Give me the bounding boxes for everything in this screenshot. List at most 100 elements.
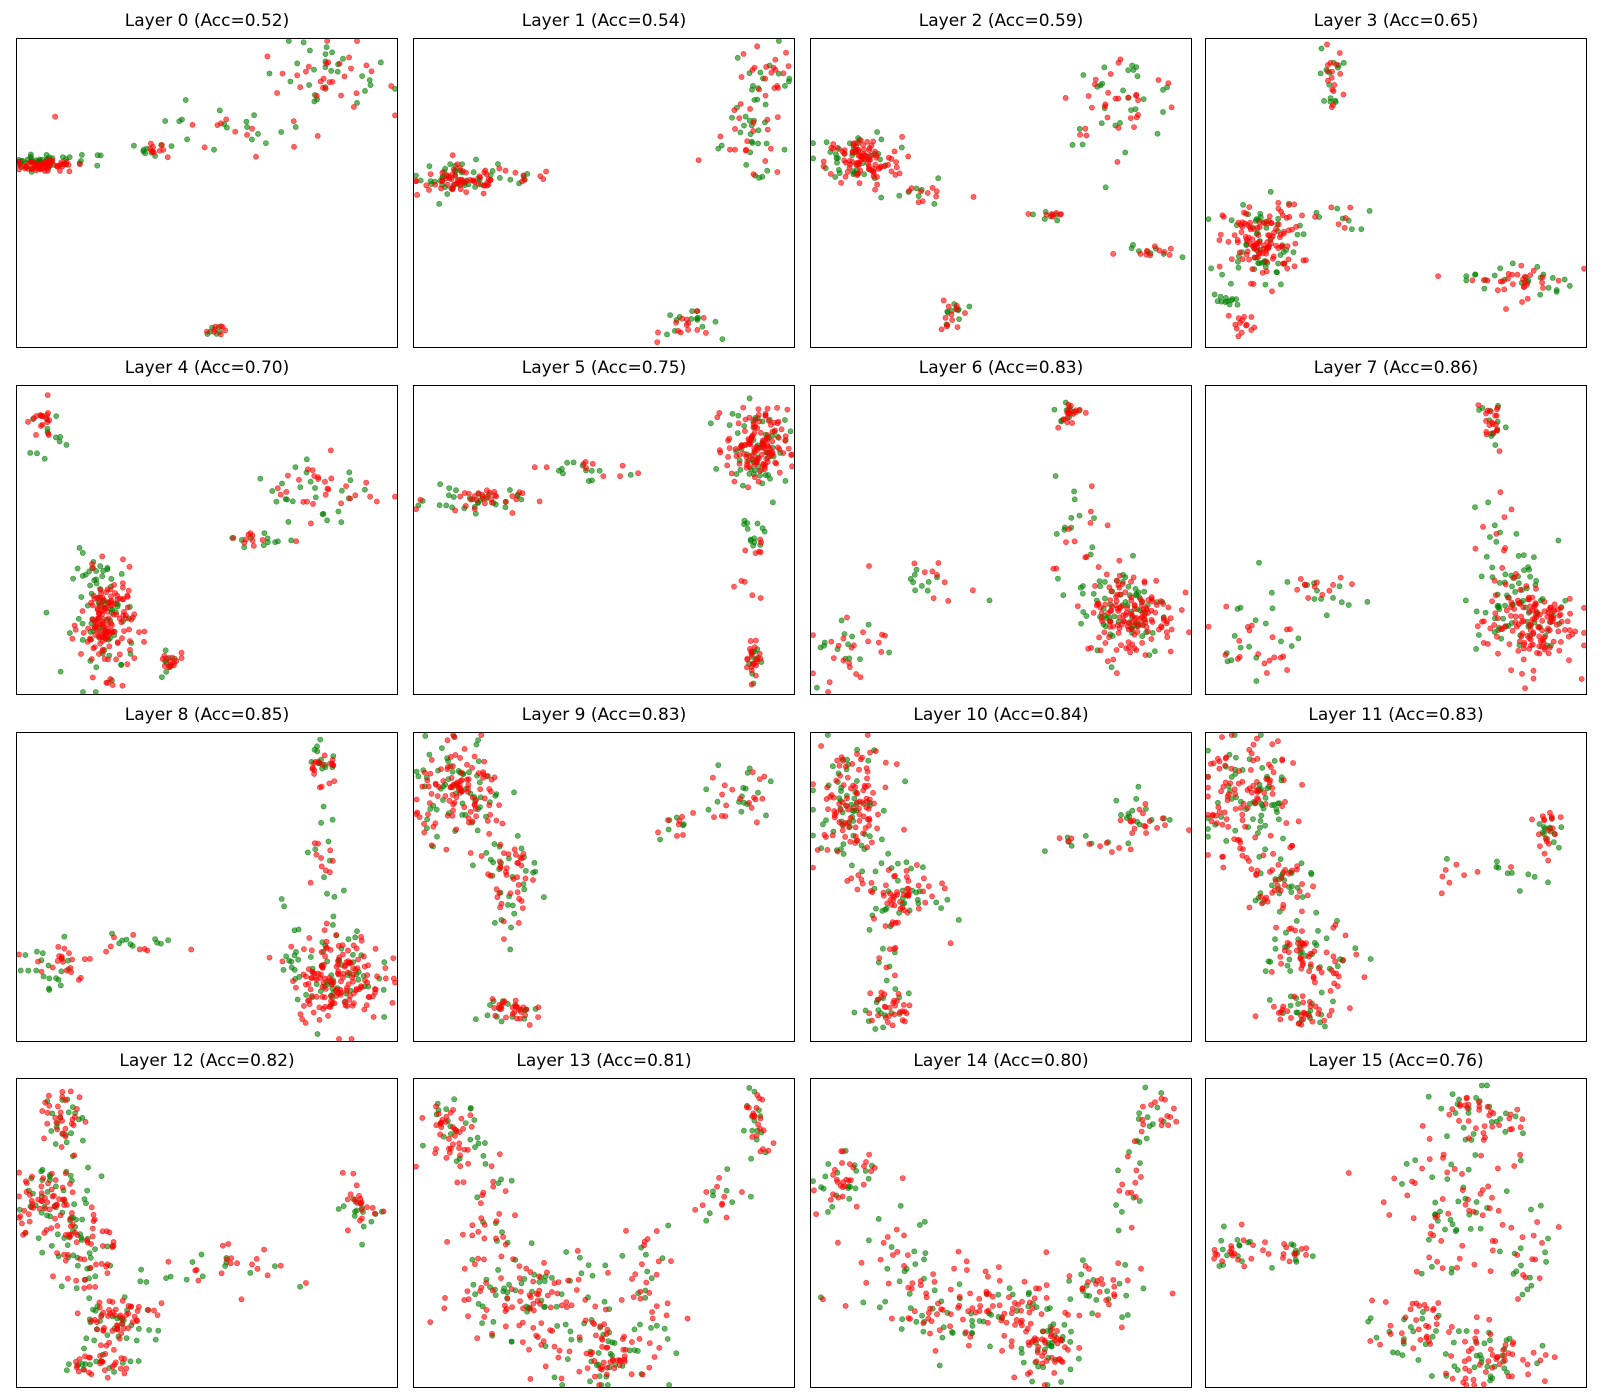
- data-point: [1062, 1344, 1068, 1351]
- data-point: [336, 1036, 342, 1042]
- data-point: [1561, 276, 1568, 283]
- data-point: [1519, 618, 1525, 625]
- data-point: [1528, 621, 1534, 628]
- data-point: [1125, 583, 1132, 590]
- data-point: [133, 1337, 140, 1344]
- data-point: [313, 851, 320, 858]
- data-point: [1438, 890, 1445, 897]
- data-point: [735, 412, 742, 419]
- data-point: [714, 1183, 720, 1190]
- data-point: [89, 1225, 96, 1232]
- data-point: [947, 1323, 953, 1330]
- data-point: [1006, 1294, 1012, 1301]
- data-point: [183, 1276, 190, 1283]
- data-point: [347, 1191, 354, 1198]
- data-point: [195, 1277, 202, 1284]
- data-point: [516, 1275, 523, 1281]
- data-point: [555, 1354, 562, 1361]
- data-point: [878, 860, 885, 867]
- data-point: [1295, 1020, 1302, 1027]
- data-point: [1473, 645, 1479, 652]
- data-point: [748, 681, 755, 688]
- data-point: [1539, 637, 1546, 644]
- data-point: [449, 812, 456, 819]
- data-point: [839, 827, 846, 834]
- data-point: [189, 1259, 196, 1265]
- data-point: [919, 1312, 925, 1319]
- data-point: [818, 743, 824, 749]
- data-point: [118, 1365, 124, 1372]
- data-point: [573, 1287, 580, 1293]
- layer-panel: Layer 12 (Acc=0.82): [16, 1048, 398, 1388]
- data-point: [135, 1358, 142, 1364]
- data-point: [1239, 817, 1246, 824]
- data-point: [738, 74, 745, 80]
- data-point: [155, 1327, 162, 1334]
- data-point: [732, 446, 739, 452]
- data-point: [737, 101, 744, 107]
- data-point: [827, 1196, 834, 1203]
- data-point: [88, 1241, 94, 1247]
- data-point: [140, 146, 147, 153]
- data-point: [345, 936, 352, 943]
- data-point: [1232, 827, 1239, 834]
- data-point: [865, 621, 872, 628]
- data-point: [1009, 1305, 1016, 1312]
- data-point: [1227, 280, 1234, 287]
- data-point: [1526, 566, 1532, 573]
- data-point: [1125, 94, 1132, 101]
- data-point: [1307, 1003, 1314, 1010]
- data-point: [217, 331, 224, 338]
- data-point: [492, 919, 498, 926]
- data-point: [756, 472, 763, 479]
- data-point: [1342, 932, 1349, 939]
- data-point: [1205, 833, 1211, 840]
- data-point: [842, 763, 849, 770]
- data-point: [359, 73, 365, 79]
- data-point: [1503, 607, 1510, 614]
- data-point: [485, 176, 492, 182]
- data-point: [832, 174, 839, 180]
- data-point: [739, 482, 746, 489]
- data-point: [1062, 1309, 1069, 1316]
- data-point: [837, 772, 843, 779]
- data-point: [314, 1031, 321, 1037]
- data-point: [893, 761, 900, 767]
- data-point: [438, 745, 445, 751]
- data-point: [35, 958, 41, 965]
- data-point: [905, 990, 912, 997]
- scatter-plot: [1205, 1078, 1587, 1388]
- data-point: [1518, 262, 1525, 269]
- data-point: [786, 75, 793, 82]
- data-point: [1168, 104, 1175, 111]
- data-point: [627, 471, 634, 478]
- data-point: [519, 1339, 526, 1345]
- data-point: [319, 964, 326, 971]
- data-point: [428, 790, 435, 797]
- data-point: [1327, 987, 1334, 994]
- data-point: [675, 327, 682, 334]
- data-point: [637, 1295, 644, 1302]
- data-point: [354, 100, 360, 106]
- data-point: [830, 794, 837, 801]
- data-point: [1251, 324, 1258, 331]
- data-point: [725, 437, 731, 444]
- data-point: [840, 1148, 846, 1155]
- data-point: [189, 121, 196, 128]
- data-point: [1323, 949, 1330, 956]
- data-point: [446, 797, 453, 804]
- data-point: [1291, 201, 1298, 208]
- data-point: [1300, 999, 1306, 1006]
- data-point: [834, 757, 840, 764]
- data-point: [320, 75, 327, 82]
- data-point: [713, 466, 720, 472]
- data-point: [655, 1258, 662, 1265]
- data-point: [1254, 735, 1260, 742]
- data-point: [475, 1228, 482, 1235]
- scatter-plot: [413, 38, 795, 348]
- data-point: [1205, 623, 1212, 630]
- data-point: [100, 616, 107, 623]
- data-point: [413, 172, 419, 179]
- data-point: [131, 655, 138, 661]
- data-point: [1244, 623, 1251, 630]
